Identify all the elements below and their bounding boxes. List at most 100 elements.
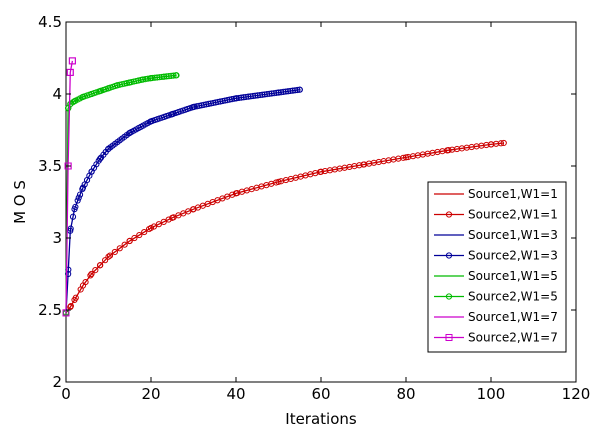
data-point [88, 168, 95, 175]
data-point [275, 89, 282, 96]
x-axis-label: Iterations [285, 410, 357, 428]
legend-marker [445, 334, 453, 341]
x-tick-label: 20 [141, 385, 160, 403]
data-point [169, 111, 176, 118]
legend-item: Source1,W1=5 [468, 269, 558, 283]
x-tick-label: 100 [477, 385, 506, 403]
series-7 [65, 60, 74, 313]
series-marker [69, 213, 77, 220]
data-point [317, 168, 325, 175]
data-point [75, 194, 82, 201]
series-marker [141, 228, 148, 236]
data-point [232, 95, 240, 102]
series-marker [150, 223, 158, 230]
data-point [113, 82, 121, 89]
y-tick-label: 3.5 [38, 157, 62, 175]
data-point [296, 86, 303, 93]
data-point [169, 214, 176, 221]
data-point [79, 184, 87, 191]
data-point [126, 129, 133, 136]
y-tick-label: 4 [52, 85, 62, 103]
series-marker [76, 191, 84, 198]
series-marker [106, 252, 114, 259]
series-marker [170, 72, 177, 79]
series-2 [62, 139, 507, 316]
series-6 [62, 72, 180, 316]
legend-marker [445, 252, 453, 259]
y-tick-label: 4.5 [38, 13, 62, 31]
series-marker [74, 197, 81, 204]
data-point [71, 206, 78, 213]
legend-marker [445, 211, 453, 218]
legend: Source1,W1=1 Source2,W1=1 Source1,W1=3 Sour… [427, 181, 567, 353]
data-point [147, 75, 155, 82]
data-point [500, 139, 507, 147]
data-point [68, 57, 76, 65]
data-point [147, 224, 155, 232]
data-point [96, 262, 104, 269]
data-point [139, 76, 146, 83]
legend-item: Source2,W1=5 [468, 290, 558, 304]
data-point [160, 73, 167, 80]
x-tick-label: 80 [396, 385, 415, 403]
x-tick-label: 120 [562, 385, 591, 403]
data-point [71, 98, 78, 105]
data-point [66, 68, 74, 76]
data-point [64, 162, 72, 170]
legend-marker [445, 293, 453, 300]
data-point [275, 178, 282, 185]
data-point [96, 155, 104, 162]
tick-layer: 0 20 40 60 80 100 120 2 2.5 3 3.5 4 4.5 [38, 13, 590, 403]
data-point [126, 237, 133, 244]
data-point [445, 147, 452, 154]
series-marker [497, 140, 505, 147]
y-tick-label: 2.5 [38, 301, 62, 319]
y-tick-label: 2 [52, 373, 62, 391]
data-point [88, 270, 95, 278]
data-point [190, 103, 197, 111]
series-marker [87, 272, 94, 279]
x-tick-label: 60 [311, 385, 330, 403]
series-marker [65, 266, 72, 273]
x-tick-label: 40 [226, 385, 245, 403]
series-marker [116, 245, 123, 252]
data-point [105, 85, 112, 92]
series-marker [136, 231, 143, 239]
data-point [65, 270, 72, 278]
data-point [79, 282, 87, 289]
y-axis-label: M O S [11, 180, 29, 224]
legend-item: Source2,W1=3 [468, 249, 558, 263]
legend-item: Source2,W1=1 [468, 208, 558, 222]
series-marker [131, 234, 138, 242]
data-point [105, 253, 112, 260]
series-line [65, 60, 74, 313]
data-point [126, 79, 133, 86]
series-layer [62, 57, 507, 317]
series-marker [155, 221, 162, 228]
legend-item: Source1,W1=7 [468, 310, 558, 324]
series-marker [294, 86, 301, 94]
data-point [402, 154, 410, 161]
data-point [487, 141, 495, 148]
data-point [88, 90, 95, 98]
legend-box [427, 181, 567, 353]
legend-item: Source1,W1=1 [468, 187, 558, 201]
data-point [96, 88, 104, 95]
data-point [190, 206, 197, 213]
data-point [71, 296, 78, 304]
series-marker [102, 257, 109, 264]
legend-item: Source1,W1=3 [468, 228, 558, 242]
x-tick-label: 0 [61, 385, 71, 403]
data-point [147, 118, 155, 125]
data-point [173, 72, 180, 79]
data-point [79, 93, 87, 100]
series-4 [62, 86, 303, 316]
data-point [232, 190, 240, 197]
y-tick-label: 3 [52, 229, 62, 247]
series-marker [121, 241, 128, 248]
data-point [105, 145, 112, 152]
data-point [360, 161, 367, 168]
series-marker [111, 248, 118, 256]
series-marker [165, 216, 172, 223]
